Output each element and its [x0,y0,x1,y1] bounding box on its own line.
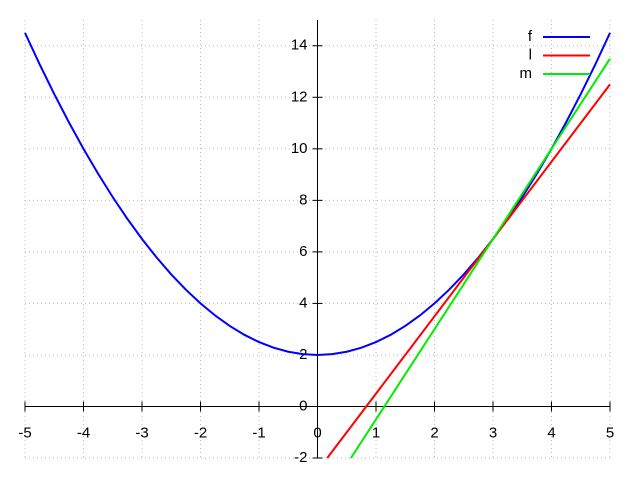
x-tick-label: -4 [77,424,90,441]
line-series [326,83,611,459]
y-tick-label: 6 [299,243,307,260]
x-tick-label: 2 [430,424,438,441]
x-tick-label: 0 [313,424,321,441]
x-tick-label: -3 [135,424,148,441]
y-tick-label: -2 [294,449,307,466]
line-series [350,58,611,459]
y-tick-label: 12 [291,88,308,105]
y-tick-label: 0 [299,397,307,414]
x-tick-label: 4 [547,424,555,441]
legend-label: m [520,65,533,82]
y-tick-label: 14 [291,37,308,54]
x-tick-label: -5 [18,424,31,441]
y-tick-label: 8 [299,191,307,208]
x-tick-label: 5 [606,424,614,441]
x-tick-label: 3 [489,424,497,441]
y-tick-label: 10 [291,140,308,157]
y-tick-label: 4 [299,294,307,311]
legend-label: f [528,28,533,45]
x-tick-label: 1 [372,424,380,441]
x-tick-label: -2 [194,424,207,441]
legend-label: l [529,46,532,63]
x-tick-label: -1 [252,424,265,441]
